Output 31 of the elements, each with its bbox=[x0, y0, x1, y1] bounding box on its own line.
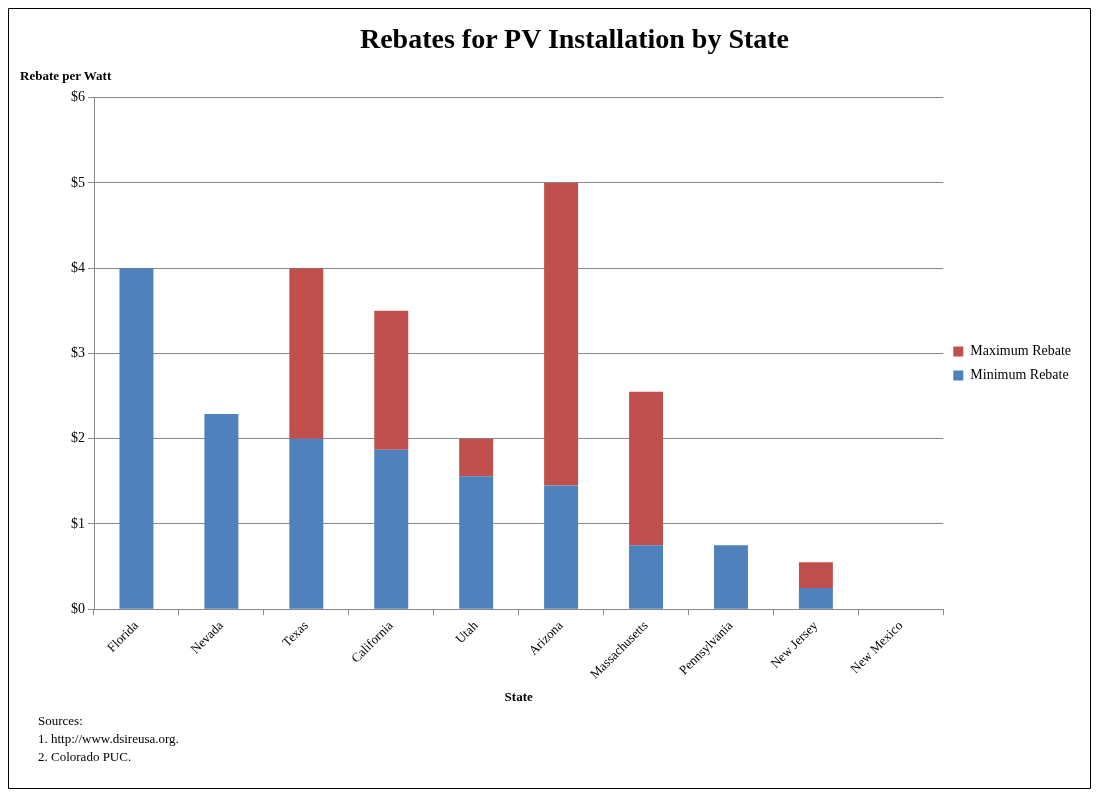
bar bbox=[374, 449, 409, 609]
bar bbox=[374, 310, 409, 450]
y-tick-label: $6 bbox=[71, 89, 85, 105]
bar bbox=[544, 182, 579, 486]
y-axis-title: Rebate per Watt bbox=[20, 68, 112, 84]
bar bbox=[713, 545, 748, 609]
bar bbox=[289, 268, 324, 439]
bar bbox=[459, 476, 494, 609]
y-tick-label: $4 bbox=[71, 259, 85, 275]
text: 2. Colorado PUC. bbox=[38, 748, 132, 764]
source-note: Sources: bbox=[38, 712, 83, 728]
x-tick-label: Utah bbox=[452, 617, 482, 647]
y-tick-label: $0 bbox=[71, 600, 85, 616]
bar bbox=[289, 438, 324, 609]
y-tick-label: $2 bbox=[71, 430, 85, 446]
y-tick-label: $3 bbox=[71, 345, 85, 361]
chart-title: Rebates for PV Installation by State bbox=[359, 23, 790, 55]
bar bbox=[459, 438, 494, 477]
bar bbox=[204, 413, 239, 609]
y-tick-label: $5 bbox=[71, 174, 85, 190]
legend-label: Minimum Rebate bbox=[970, 367, 1069, 383]
bar bbox=[119, 268, 154, 609]
bar bbox=[629, 391, 664, 546]
bar bbox=[798, 587, 833, 609]
bar bbox=[798, 562, 833, 588]
bar bbox=[629, 545, 664, 609]
legend-label: Maximum Rebate bbox=[970, 343, 1071, 359]
bar bbox=[544, 485, 579, 609]
y-tick-label: $1 bbox=[71, 515, 85, 531]
text: 1. http://www.dsireusa.org. bbox=[38, 730, 179, 746]
x-axis-title: State bbox=[504, 688, 533, 704]
